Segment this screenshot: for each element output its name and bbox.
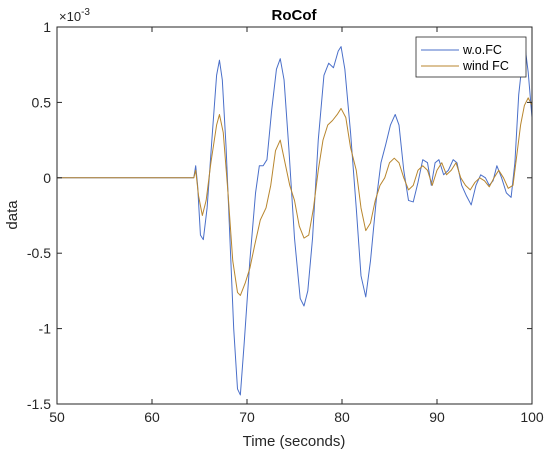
axis-ticks	[56, 26, 533, 405]
legend-label-w-o-fc: w.o.FC	[462, 43, 502, 57]
series-line-wind-fc	[57, 97, 533, 296]
x-tick-label-0: 50	[49, 409, 65, 425]
y-tick-label-2: -0.5	[27, 245, 51, 261]
x-tick-label-1: 60	[144, 409, 160, 425]
y-exponent-power: -3	[81, 7, 90, 18]
x-tick-label-3: 80	[334, 409, 350, 425]
y-tick-label-1: -1	[39, 321, 52, 337]
y-tick-label-3: 0	[43, 170, 51, 186]
chart-title: RoCof	[272, 7, 318, 24]
legend-label-wind-fc: wind FC	[462, 59, 509, 73]
legend-box	[415, 36, 527, 78]
y-axis-label: data	[4, 200, 21, 230]
y-tick-label-4: 0.5	[32, 94, 52, 110]
x-tick-label-5: 100	[520, 409, 544, 425]
y-exponent-label: ×10-3	[59, 7, 90, 24]
series-lines	[57, 46, 533, 396]
x-tick-label-4: 90	[429, 409, 445, 425]
plot-area-frame	[56, 26, 533, 405]
y-tick-label-0: -1.5	[27, 396, 51, 412]
y-tick-label-5: 1	[43, 19, 51, 35]
legend: w.o.FC wind FC	[415, 36, 527, 78]
axis-tick-labels: 50 60 70 80 90 100 -1.5 -1 -0.5 0 0.5 1	[27, 19, 544, 425]
x-tick-label-2: 70	[239, 409, 255, 425]
plot-area-background	[57, 27, 532, 404]
x-axis-label: Time (seconds)	[243, 433, 346, 450]
